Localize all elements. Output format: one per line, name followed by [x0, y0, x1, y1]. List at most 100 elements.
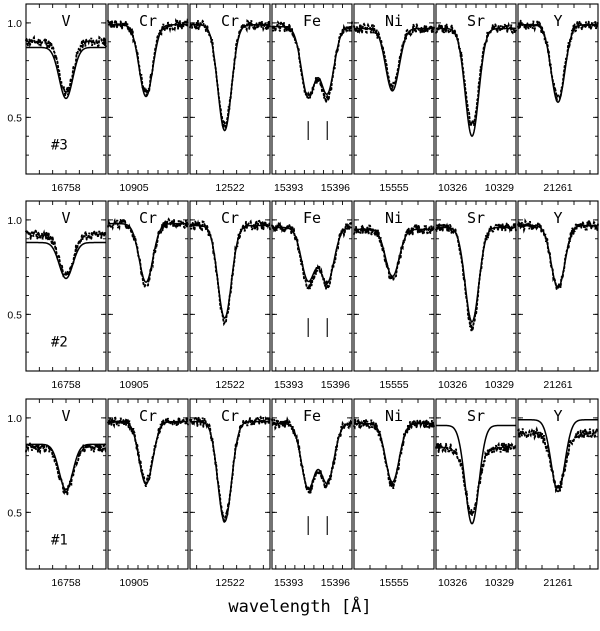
x-tick-label-r1-c4: 15396: [321, 182, 350, 194]
observed-spectrum-r2-c5: [353, 221, 435, 283]
observed-spectrum-r2-c2: [107, 217, 189, 289]
observed-spectrum-r1-c7: [517, 19, 599, 102]
panel-frame-r3-c3: [189, 398, 271, 570]
x-tick-label-r1-c5: 15555: [379, 182, 408, 194]
element-label-r1-c7: Y: [553, 12, 562, 30]
panel-frame-r3-c5: [353, 398, 435, 570]
observed-spectrum-r1-c4: [271, 19, 353, 104]
star-label-r2-c1: #2: [51, 334, 68, 350]
element-label-r1-c5: Ni: [385, 12, 403, 30]
element-label-r1-c4: Fe: [303, 12, 321, 30]
x-tick-label-r2-c4: 15393: [274, 379, 303, 391]
observed-spectrum-r2-c3: [189, 217, 271, 327]
element-label-r1-c1: V: [61, 12, 70, 30]
element-label-r1-c6: Sr: [467, 12, 485, 30]
x-tick-label-r3-c4: 15393: [274, 577, 303, 589]
element-label-r2-c4: Fe: [303, 209, 321, 227]
element-label-r2-c1: V: [61, 209, 70, 227]
x-tick-label-r2-c5: 15555: [379, 379, 408, 391]
y-tick-label-r1-c1: 1.0: [7, 18, 22, 30]
observed-spectrum-r3-c7: [517, 426, 599, 494]
y-tick-label-r2-c1: 1.0: [7, 215, 22, 227]
observed-spectrum-r1-c1: [25, 34, 107, 96]
x-tick-label-r1-c7: 21261: [543, 182, 572, 194]
model-spectrum-r1-c3: [190, 24, 270, 132]
model-spectrum-r2-c2: [108, 222, 188, 284]
model-spectrum-r3-c6: [436, 424, 516, 525]
y-tick-label-r3-c1: 1.0: [7, 413, 22, 425]
element-label-r2-c3: Cr: [221, 209, 239, 227]
panel-frame-r3-c4: [271, 398, 353, 570]
star-label-r1-c1: #3: [51, 137, 68, 153]
element-label-r2-c2: Cr: [139, 209, 157, 227]
x-tick-label-r3-c6: 10329: [485, 577, 514, 589]
model-spectrum-r1-c7: [518, 24, 598, 104]
panel-frame-r2-c5: [353, 200, 435, 372]
element-label-r1-c2: Cr: [139, 12, 157, 30]
panel-frame-r1-c3: [189, 3, 271, 175]
element-label-r3-c1: V: [61, 407, 70, 425]
element-label-r3-c3: Cr: [221, 407, 239, 425]
observed-spectrum-r3-c5: [353, 416, 435, 489]
model-spectrum-r1-c1: [26, 46, 106, 100]
observed-spectrum-r1-c6: [435, 21, 517, 129]
model-spectrum-r2-c3: [190, 224, 270, 320]
panel-frame-r1-c5: [353, 3, 435, 175]
x-tick-label-r1-c3: 12522: [215, 182, 244, 194]
model-spectrum-r2-c7: [518, 224, 598, 289]
observed-spectrum-r1-c5: [353, 21, 435, 91]
x-tick-label-r3-c3: 12522: [215, 577, 244, 589]
x-tick-label-r3-c6: 10326: [438, 577, 467, 589]
element-label-r2-c5: Ni: [385, 209, 403, 227]
model-spectrum-r2-c5: [354, 228, 434, 278]
x-tick-label-r3-c5: 15555: [379, 577, 408, 589]
x-tick-label-r3-c1: 16758: [51, 577, 80, 589]
element-label-r2-c7: Y: [553, 209, 562, 227]
x-tick-label-r1-c1: 16758: [51, 182, 80, 194]
observed-spectrum-r2-c6: [435, 220, 517, 332]
model-spectrum-r3-c4: [272, 422, 353, 490]
x-tick-label-r2-c1: 16758: [51, 379, 80, 391]
x-tick-label-r3-c2: 10905: [119, 577, 148, 589]
y-tick-label-r2-c1: 0.5: [7, 309, 22, 321]
model-spectrum-r3-c2: [108, 420, 188, 485]
model-spectrum-r3-c7: [518, 419, 598, 493]
x-tick-label-r3-c7: 21261: [543, 577, 572, 589]
element-label-r3-c2: Cr: [139, 407, 157, 425]
panel-frame-r2-c3: [189, 200, 271, 372]
model-spectrum-r1-c2: [108, 24, 188, 98]
element-label-r3-c5: Ni: [385, 407, 403, 425]
observed-spectrum-r2-c7: [517, 217, 599, 291]
y-tick-label-r1-c1: 0.5: [7, 112, 22, 124]
observed-spectrum-r1-c3: [189, 18, 271, 129]
x-tick-label-r1-c6: 10326: [438, 182, 467, 194]
x-tick-label-r1-c4: 15393: [274, 182, 303, 194]
element-label-r3-c4: Fe: [303, 407, 321, 425]
observed-spectrum-r3-c2: [107, 414, 189, 488]
x-tick-label-r3-c4: 15396: [321, 577, 350, 589]
x-axis-title: wavelength [Å]: [228, 597, 372, 617]
x-tick-label-r1-c2: 10905: [119, 182, 148, 194]
x-tick-label-r2-c6: 10329: [485, 379, 514, 391]
panel-frame-r1-c4: [271, 3, 353, 175]
star-label-r3-c1: #1: [51, 532, 68, 548]
element-label-r3-c6: Sr: [467, 407, 485, 425]
model-spectrum-r1-c5: [354, 27, 434, 92]
x-tick-label-r2-c3: 12522: [215, 379, 244, 391]
panel-frame-r2-c4: [271, 200, 353, 372]
model-spectrum-r2-c1: [26, 241, 106, 280]
observed-spectrum-r2-c1: [25, 228, 107, 280]
observed-spectrum-r2-c4: [271, 221, 353, 292]
x-tick-label-r2-c7: 21261: [543, 379, 572, 391]
model-spectrum-r3-c3: [190, 420, 270, 523]
observed-spectrum-r3-c6: [435, 441, 517, 516]
observed-spectrum-r3-c3: [189, 415, 271, 523]
x-tick-label-r2-c4: 15396: [321, 379, 350, 391]
model-spectrum-r3-c5: [354, 422, 434, 483]
model-spectrum-r1-c6: [436, 27, 516, 138]
observed-spectrum-r1-c2: [107, 17, 189, 96]
x-tick-label-r2-c2: 10905: [119, 379, 148, 391]
y-tick-label-r3-c1: 0.5: [7, 507, 22, 519]
element-label-r2-c6: Sr: [467, 209, 485, 227]
